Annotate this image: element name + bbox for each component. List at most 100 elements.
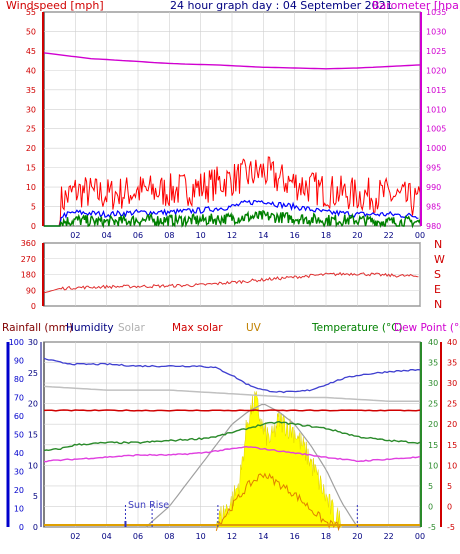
- temperature-tick-label: 40: [428, 338, 438, 347]
- rainfall-tick-label: 30: [14, 468, 24, 477]
- temperature-series: [43, 420, 421, 452]
- barometer-tick-label: 995: [426, 164, 441, 173]
- top-x-tick-label: 04: [102, 231, 112, 240]
- rainfall-tick-label: 10: [14, 505, 24, 514]
- top-x-tick-label: 14: [258, 231, 268, 240]
- humidity-label: Humidity: [66, 322, 114, 334]
- direction-degree-ticks: 0 90 180 270 360: [21, 239, 44, 311]
- uv-area: [216, 391, 342, 528]
- bottom-x-tick-label: 16: [290, 532, 300, 541]
- top-x-tick-label: 20: [352, 231, 362, 240]
- top-x-tick-label: 02: [70, 231, 80, 240]
- dewpoint-label: Dew Point (°C): [394, 322, 460, 334]
- rainfall-tick-label: 40: [14, 449, 24, 458]
- chart-title: 24 hour graph day : 04 September 2021: [170, 0, 393, 12]
- wind-tick-label: 20: [26, 144, 36, 153]
- barometer-tick-label: 990: [426, 183, 441, 192]
- direction-tick-label: 360: [21, 239, 36, 248]
- temperature-tick-label: 10: [428, 461, 438, 470]
- top-x-tick-label: 12: [227, 231, 237, 240]
- humidity-tick-label: 25: [28, 369, 38, 378]
- bottom-x-tick-label: 14: [258, 532, 268, 541]
- compass-tick-label: E: [434, 283, 441, 296]
- wind-tick-label: 35: [26, 86, 36, 95]
- wind-tick-label: 55: [26, 8, 36, 17]
- top-x-tick-label: 16: [290, 231, 300, 240]
- barometer-series: [43, 52, 421, 70]
- wind-tick-label: 30: [26, 105, 36, 114]
- direction-tick-label: 180: [21, 271, 36, 280]
- rainfall-label: Rainfall (mm): [2, 322, 73, 334]
- barometer-tick-label: 1025: [426, 47, 446, 56]
- compass-tick-label: N: [434, 238, 442, 251]
- temperature-label: Temperature (°C): [311, 322, 403, 334]
- wind-tick-label: 50: [26, 27, 36, 36]
- barometer-tick-label: 1020: [426, 66, 446, 75]
- gust-series: [44, 156, 421, 227]
- humidity-tick-label: 30: [28, 338, 38, 347]
- average-wind-series: [44, 199, 419, 227]
- bottom-x-tick-label: 18: [321, 532, 331, 541]
- dewpoint-tick-label: 30: [447, 379, 457, 388]
- sunrise-label: Sun Rise: [128, 500, 169, 511]
- rainfall-tick-label: 70: [14, 394, 24, 403]
- rainfall-tick-label: 60: [14, 412, 24, 421]
- barometer-tick-label: 1005: [426, 125, 446, 134]
- bottom-series: [43, 357, 421, 532]
- dewpoint-series: [43, 445, 421, 463]
- wind-tick-label: 10: [26, 183, 36, 192]
- direction-grid: [44, 242, 421, 307]
- barometer-tick-label: 1030: [426, 27, 446, 36]
- dewpoint-tick-label: 0: [447, 502, 452, 511]
- humidity-tick-label: 5: [33, 492, 38, 501]
- compass-tick-label: N: [434, 298, 442, 311]
- compass-tick-label: S: [434, 268, 441, 281]
- rainfall-tick-label: 50: [14, 431, 24, 440]
- top-x-tick-label: 08: [164, 231, 174, 240]
- rainfall-tick-label: 90: [14, 357, 24, 366]
- bottom-x-tick-label: 00: [415, 532, 425, 541]
- wind-tick-label: 40: [26, 66, 36, 75]
- barometer-tick-label: 985: [426, 203, 441, 212]
- temperature-tick-label: 35: [428, 359, 438, 368]
- compass-tick-label: W: [434, 253, 445, 266]
- barometer-tick-label: 1015: [426, 86, 446, 95]
- dewpoint-tick-label: 35: [447, 359, 457, 368]
- low-wind-series: [44, 209, 421, 229]
- bottom-x-tick-label: 04: [102, 532, 112, 541]
- wind-tick-label: 45: [26, 47, 36, 56]
- temperature-tick-label: 0: [428, 502, 433, 511]
- windspeed-label: Windspeed [mph]: [6, 0, 104, 12]
- barometer-tick-label: 980: [426, 222, 441, 231]
- humidity-tick-label: 20: [28, 400, 38, 409]
- direction-series: [43, 271, 419, 294]
- dewpoint-tick-label: -5: [447, 523, 455, 532]
- top-x-tick-label: 18: [321, 231, 331, 240]
- wind-axis-ticks: 0 5 10 15 20 25 30 35 40 45 50 55: [26, 8, 44, 231]
- barometer-tick-label: 1000: [426, 144, 446, 153]
- bottom-x-tick-label: 12: [227, 532, 237, 541]
- top-series: [43, 52, 421, 229]
- top-x-tick-label: 22: [384, 231, 394, 240]
- dewpoint-tick-label: 25: [447, 400, 457, 409]
- direction-series: [43, 271, 419, 294]
- wind-tick-label: 15: [26, 164, 36, 173]
- rainfall-tick-label: 0: [19, 523, 24, 532]
- barometer-label: Barometer [hpa]: [372, 0, 460, 12]
- sunrise-tick: [124, 521, 127, 527]
- direction-tick-label: 270: [21, 255, 36, 264]
- solar-max-line: [43, 385, 420, 402]
- humidity-series: [43, 357, 421, 394]
- bottom-x-tick-label: 06: [133, 532, 143, 541]
- dewpoint-tick-label: 15: [447, 441, 457, 450]
- humidity-tick-label: 10: [28, 461, 38, 470]
- direction-tick-label: 0: [31, 302, 36, 311]
- top-x-tick-label: 00: [415, 231, 425, 240]
- barometer-tick-label: 1035: [426, 8, 446, 17]
- barometer-axis-ticks: 980 985 990 995 1000 1005 1010 1015 1020 1025 1030…: [420, 8, 446, 231]
- top-grid: [44, 11, 421, 227]
- temperature-tick-label: 15: [428, 441, 438, 450]
- dewpoint-tick-label: 40: [447, 338, 457, 347]
